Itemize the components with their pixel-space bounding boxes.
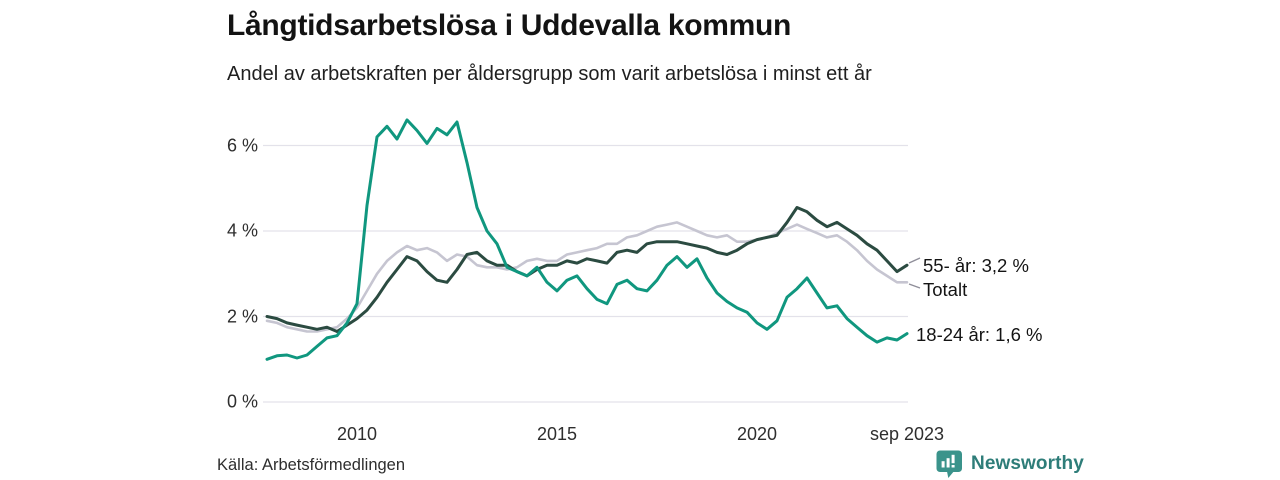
source-note: Källa: Arbetsförmedlingen [217,456,406,474]
connector-total-line [908,283,921,289]
page-subtitle: Andel av arbetskraften per åldersgrupp s… [227,63,872,85]
newsworthy-logo: Newsworthy [936,449,1084,479]
end-label-18-24: 18-24 år: 1,6 % [916,324,1043,345]
end-label-total: Totalt [923,279,968,300]
end-label-55: 55- år: 3,2 % [923,255,1029,276]
connector-55-line [908,257,921,264]
x-tick-label: 2020 [736,424,778,444]
line-series [265,118,909,361]
newsworthy-wordmark: Newsworthy [971,453,1084,474]
series-line-totalt [265,221,909,333]
gridlines [263,144,908,403]
y-tick-label: 4 % [226,220,258,241]
y-tick-label: 0 % [226,391,258,412]
end-label-connectors [908,257,921,289]
series-line-18-24-r [265,118,909,361]
series-line-55-r [265,206,909,333]
y-tick-label: 2 % [226,306,258,326]
x-tick-label: 2010 [336,424,378,444]
page-title: Långtidsarbetslösa i Uddevalla kommun [227,9,792,42]
x-tick-label: sep 2023 [869,424,945,444]
x-tick-label: 2015 [536,424,578,444]
y-tick-label: 6 % [226,135,258,155]
newsworthy-bubble-chart-icon [936,450,962,478]
